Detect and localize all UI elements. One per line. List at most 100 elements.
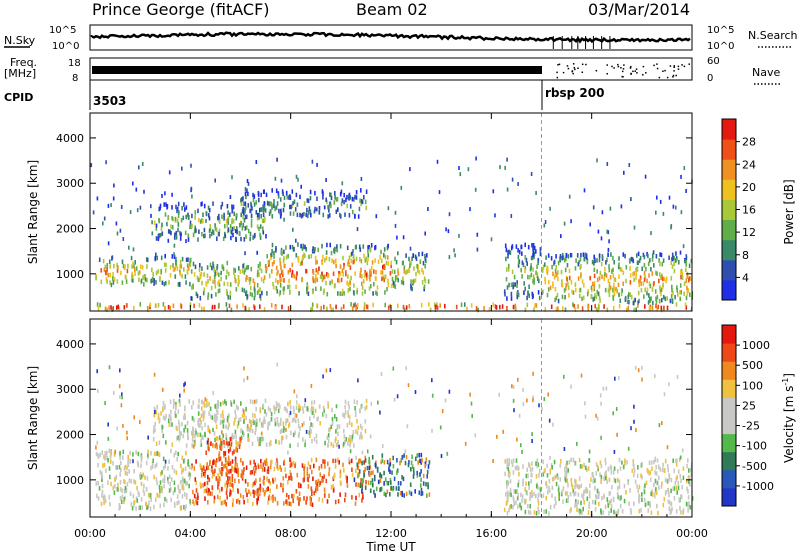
data-cell (545, 481, 547, 486)
data-cell (524, 509, 527, 515)
data-cell (424, 256, 427, 261)
data-cell-scatter (195, 430, 197, 435)
data-cell (679, 289, 681, 295)
data-cell (357, 482, 359, 487)
data-cell (577, 492, 580, 497)
data-cell (527, 504, 529, 509)
data-cell (309, 433, 311, 438)
data-cell (631, 257, 634, 262)
data-cell (649, 258, 651, 263)
data-cell (276, 464, 278, 469)
data-cell (661, 261, 664, 267)
data-cell (318, 206, 321, 211)
data-cell (372, 470, 374, 475)
data-cell (686, 486, 688, 492)
data-cell (533, 510, 536, 515)
data-cell (506, 267, 508, 272)
data-cell (319, 274, 322, 279)
data-cell (334, 458, 337, 464)
data-cell (215, 292, 217, 297)
data-cell (597, 307, 599, 313)
data-cell (159, 480, 162, 485)
data-cell (202, 412, 204, 417)
data-cell (187, 212, 189, 218)
data-cell-scatter (246, 375, 249, 380)
data-cell (436, 305, 439, 310)
data-cell (345, 271, 347, 277)
colorbar-swatch (722, 397, 736, 416)
data-cell (297, 433, 300, 439)
data-cell (161, 470, 163, 475)
data-cell (310, 457, 313, 463)
data-cell (355, 244, 357, 250)
data-cell (221, 486, 223, 492)
data-cell (231, 204, 233, 209)
data-cell-scatter (301, 423, 304, 428)
data-cell (188, 476, 191, 481)
data-cell (201, 280, 203, 286)
data-cell (283, 278, 285, 283)
data-cell (224, 223, 226, 229)
data-cell (297, 242, 299, 247)
data-cell (331, 279, 333, 284)
data-cell (331, 416, 334, 422)
data-cell (278, 402, 280, 408)
data-cell (213, 267, 215, 273)
data-cell (301, 463, 304, 468)
data-cell (507, 494, 509, 499)
data-cell-scatter (126, 436, 128, 441)
data-cell (552, 283, 554, 289)
data-cell (256, 436, 259, 441)
nave-dot (656, 67, 659, 70)
data-cell (186, 420, 189, 426)
data-cell-scatter (327, 443, 329, 448)
data-cell (506, 306, 508, 311)
data-cell (219, 438, 222, 443)
data-cell (655, 480, 658, 486)
data-cell (153, 220, 156, 225)
data-cell (177, 213, 180, 218)
data-cell (203, 471, 205, 477)
data-cell (247, 482, 249, 487)
data-cell (525, 257, 528, 263)
data-cell (136, 485, 138, 491)
data-cell (204, 496, 206, 501)
data-cell (99, 452, 101, 458)
data-cell-scatter (167, 238, 170, 243)
data-cell (280, 270, 283, 275)
data-cell (637, 465, 639, 470)
data-cell (368, 459, 370, 465)
data-cell (677, 480, 680, 486)
data-cell (265, 458, 268, 463)
data-cell-scatter (119, 395, 121, 399)
data-cell (215, 436, 218, 441)
data-cell (107, 458, 109, 463)
data-cell (103, 500, 105, 505)
data-cell (257, 493, 260, 498)
data-cell-scatter (128, 245, 130, 250)
data-cell (544, 276, 546, 282)
data-cell-scatter (469, 207, 471, 212)
data-cell (359, 257, 361, 262)
data-cell-scatter (323, 205, 326, 210)
data-cell (155, 280, 157, 285)
data-cell-scatter (114, 449, 116, 454)
data-cell (162, 400, 165, 406)
data-cell (608, 287, 611, 293)
data-cell (155, 236, 158, 241)
data-cell (223, 281, 225, 286)
data-cell (252, 192, 254, 198)
data-cell (244, 201, 247, 206)
data-cell (289, 443, 291, 449)
data-cell (266, 461, 269, 467)
data-cell (194, 210, 197, 215)
data-cell (312, 278, 315, 283)
data-cell (638, 484, 641, 490)
data-cell (203, 466, 205, 471)
data-cell (102, 258, 105, 264)
data-cell (107, 272, 110, 278)
data-cell (192, 261, 195, 267)
data-cell (160, 486, 162, 491)
data-cell (557, 487, 560, 492)
data-cell (201, 468, 203, 473)
